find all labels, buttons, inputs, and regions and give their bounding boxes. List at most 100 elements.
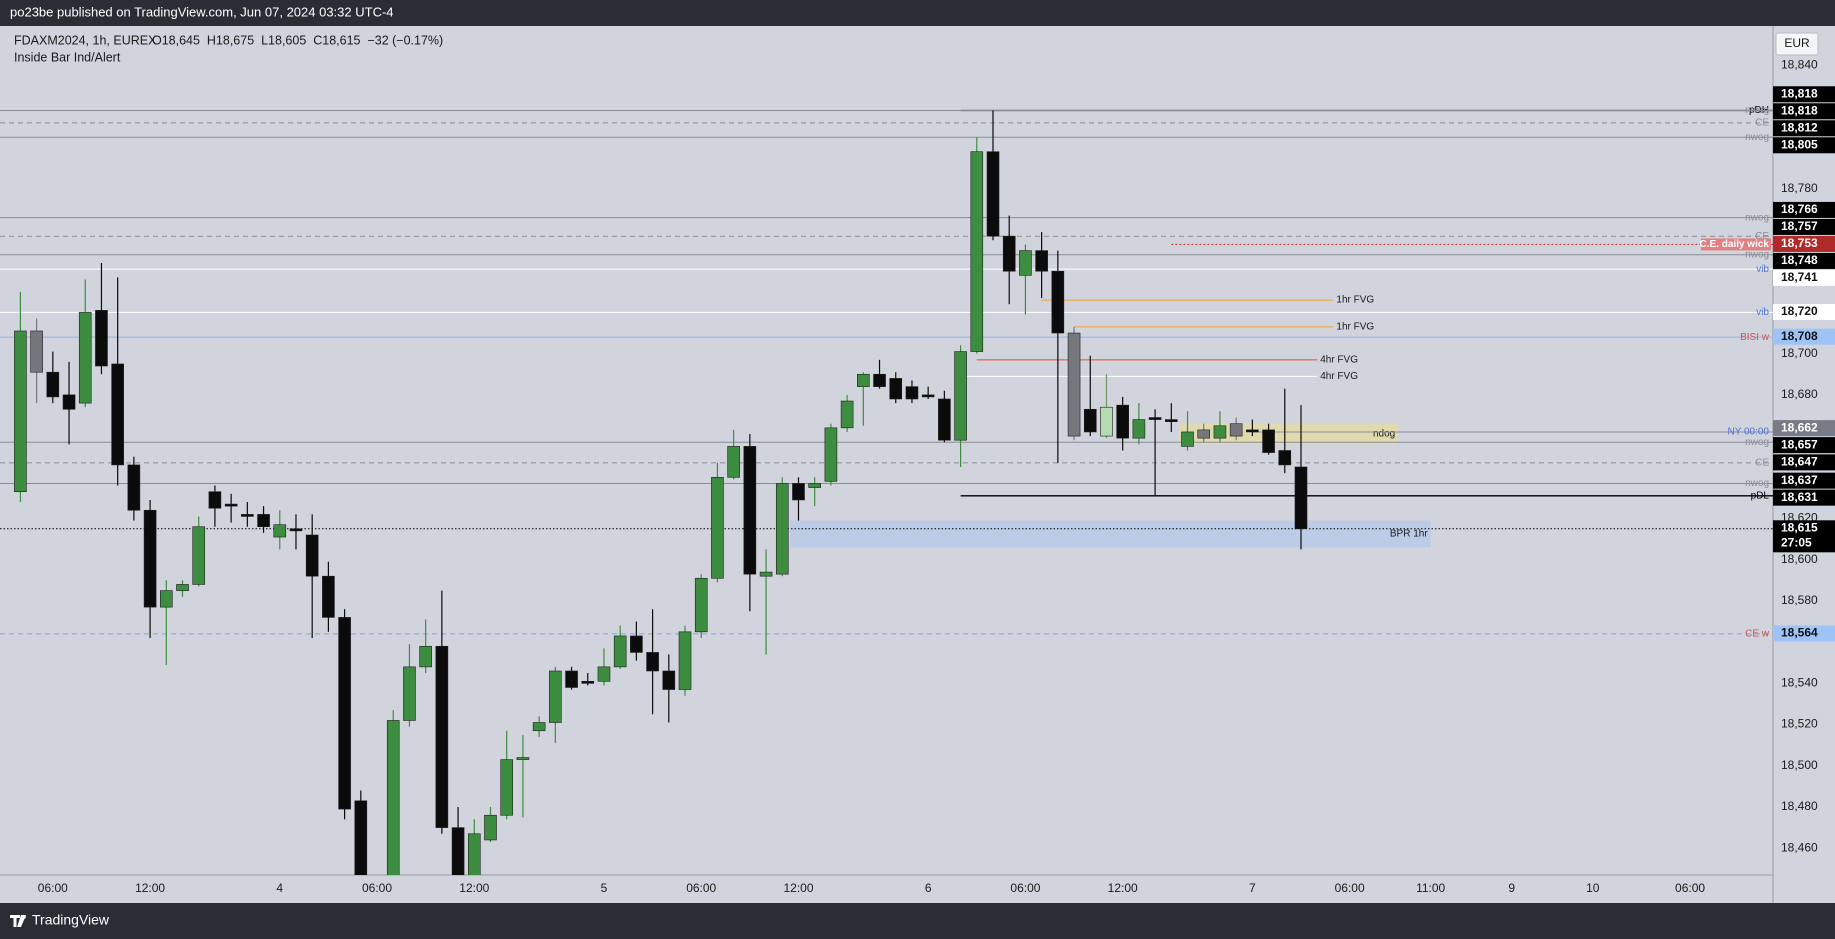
price-badge-label: 27:05 bbox=[1781, 535, 1812, 549]
candle-body bbox=[30, 330, 43, 373]
logo-dot bbox=[22, 915, 26, 919]
candle-body bbox=[467, 833, 481, 875]
x-tick-label: 12:00 bbox=[1108, 881, 1138, 895]
price-badge-label: 18,812 bbox=[1781, 120, 1818, 134]
level-label: nwog bbox=[1745, 132, 1769, 143]
price-badge bbox=[1773, 303, 1835, 320]
candle-body bbox=[1100, 406, 1113, 437]
level-label: CE bbox=[1755, 231, 1769, 242]
candle-body bbox=[159, 590, 173, 608]
price-badge-label: 18,757 bbox=[1781, 219, 1818, 233]
candle-body bbox=[95, 310, 108, 367]
candle-body bbox=[808, 483, 821, 488]
x-tick-label: 06:00 bbox=[686, 881, 716, 895]
level-label: nwog bbox=[1745, 249, 1769, 260]
candle-body bbox=[354, 800, 368, 875]
price-badge-label: 18,805 bbox=[1781, 137, 1818, 151]
level-label: BISI w bbox=[1740, 332, 1770, 343]
y-tick-label: 18,700 bbox=[1781, 346, 1818, 360]
price-badges: 18,818 18,818 18,812 18,805 18,766 18,757 18,7… bbox=[1773, 86, 1835, 642]
candle-body bbox=[549, 670, 562, 723]
level-label: 4hr FVG bbox=[1320, 371, 1358, 382]
candle-body bbox=[1083, 408, 1097, 433]
price-badge bbox=[1773, 103, 1835, 120]
candle-body bbox=[775, 483, 789, 575]
candle-body bbox=[241, 514, 254, 517]
candle-body bbox=[792, 483, 805, 501]
candle-body bbox=[322, 575, 335, 618]
zone bbox=[790, 520, 1431, 548]
level-label: nwog bbox=[1745, 105, 1769, 116]
price-badge-label: 18,657 bbox=[1781, 437, 1818, 451]
x-tick-label: 06:00 bbox=[1010, 881, 1040, 895]
price-badge bbox=[1773, 520, 1835, 553]
candle-body bbox=[857, 373, 870, 387]
candle-body bbox=[435, 645, 449, 828]
y-tick-label: 18,780 bbox=[1781, 181, 1818, 195]
x-tick-label: 4 bbox=[276, 881, 283, 895]
candle-body bbox=[176, 584, 189, 591]
price-badge-label: 18,637 bbox=[1781, 473, 1818, 487]
candle-body bbox=[1229, 423, 1243, 437]
candle-body bbox=[1002, 235, 1016, 272]
price-badge bbox=[1773, 625, 1835, 642]
candle-body bbox=[905, 386, 919, 400]
candle-body bbox=[678, 631, 692, 690]
price-badge bbox=[1773, 137, 1835, 154]
candle-body bbox=[597, 666, 611, 682]
candle-body bbox=[1294, 466, 1308, 530]
candle-body bbox=[500, 759, 514, 816]
price-badge-label: 18,818 bbox=[1781, 103, 1818, 117]
price-badge-label: 18,766 bbox=[1781, 202, 1818, 216]
x-tick-label: 9 bbox=[1508, 881, 1515, 895]
currency-box[interactable] bbox=[1775, 32, 1819, 56]
level-label: CE w bbox=[1745, 629, 1770, 640]
level-label: vib bbox=[1756, 264, 1769, 275]
candle-body bbox=[143, 509, 157, 608]
candle-body bbox=[694, 577, 708, 633]
candle-body bbox=[727, 446, 740, 478]
level-label-bg bbox=[1701, 238, 1771, 251]
level-label: nwog bbox=[1745, 212, 1769, 223]
candle-body bbox=[1165, 419, 1178, 422]
price-badge bbox=[1773, 120, 1835, 137]
candle-body bbox=[46, 371, 60, 398]
candle-body bbox=[1262, 429, 1275, 453]
level-label: CE bbox=[1755, 458, 1769, 469]
candle-body bbox=[711, 476, 724, 579]
level-label: CE bbox=[1755, 117, 1769, 128]
price-badge bbox=[1773, 420, 1835, 437]
brand: TradingView bbox=[32, 912, 110, 928]
publisher: po23be published on TradingView.com, Jun… bbox=[10, 4, 394, 19]
x-tick-label: 12:00 bbox=[783, 881, 813, 895]
price-badge-label: 18,647 bbox=[1781, 455, 1818, 469]
candle-body bbox=[1181, 431, 1194, 447]
level-label: pDL bbox=[1751, 490, 1770, 501]
candle-body bbox=[451, 827, 465, 875]
candle-body bbox=[192, 526, 206, 585]
candle-body bbox=[630, 635, 643, 653]
candle-body bbox=[873, 373, 886, 387]
candle-body bbox=[662, 670, 676, 690]
currency: EUR bbox=[1784, 36, 1810, 50]
level-label: vib bbox=[1756, 307, 1769, 318]
candle-body bbox=[1132, 419, 1146, 439]
candle-body bbox=[14, 330, 27, 493]
y-tick-label: 18,840 bbox=[1781, 57, 1818, 71]
indicator-name: Inside Bar Ind/Alert bbox=[14, 50, 121, 64]
x-tick-label: 12:00 bbox=[459, 881, 489, 895]
candle-body bbox=[111, 363, 124, 466]
price-badge bbox=[1773, 252, 1835, 269]
candle-body bbox=[1197, 429, 1211, 439]
price-badge-label: 18,748 bbox=[1781, 253, 1818, 267]
y-tick-label: 18,540 bbox=[1781, 676, 1818, 690]
symbol: FDAXM2024, 1h, EUREX bbox=[14, 33, 157, 47]
price-badge bbox=[1773, 437, 1835, 454]
x-tick-label: 5 bbox=[601, 881, 608, 895]
price-badge bbox=[1773, 201, 1835, 218]
zone-label: ndog bbox=[1373, 429, 1395, 440]
candle-body bbox=[484, 814, 497, 841]
